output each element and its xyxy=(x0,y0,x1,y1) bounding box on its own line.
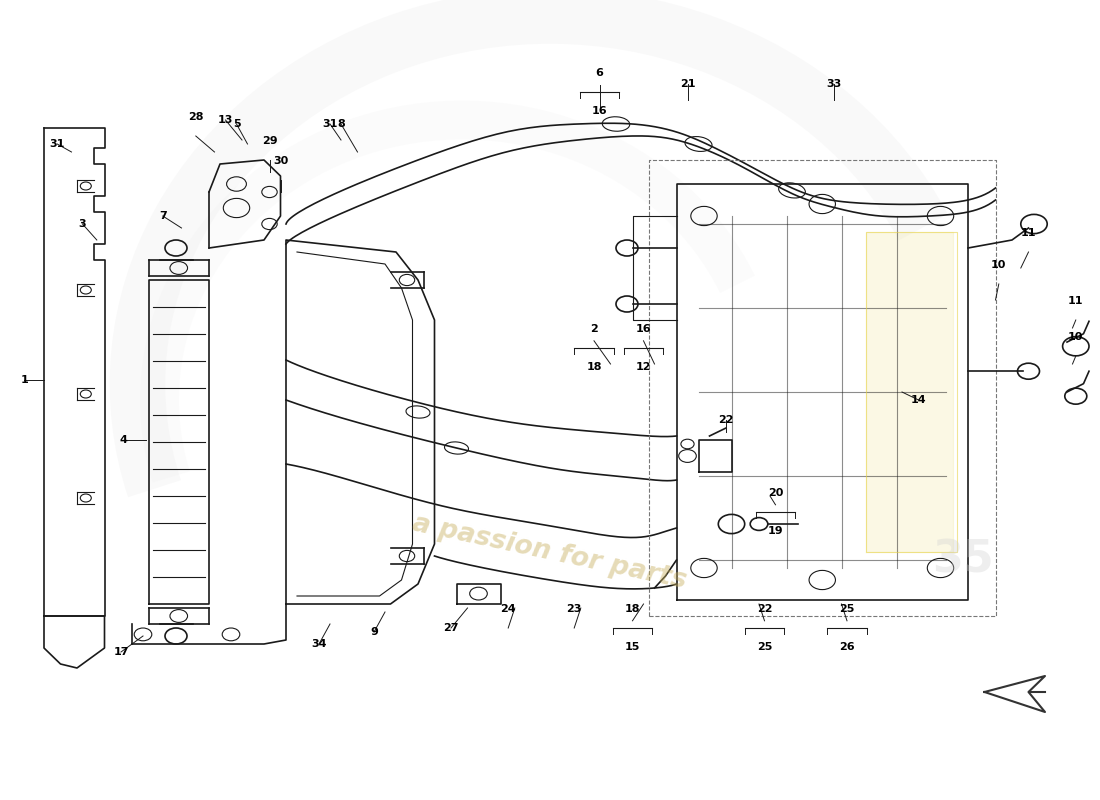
Text: 7: 7 xyxy=(158,211,167,221)
Text: 26: 26 xyxy=(839,642,855,653)
Text: 6: 6 xyxy=(595,68,604,78)
Text: 16: 16 xyxy=(636,323,651,334)
Text: 2: 2 xyxy=(590,323,598,334)
Text: 15: 15 xyxy=(625,642,640,653)
Text: 21: 21 xyxy=(680,79,695,89)
Text: 8: 8 xyxy=(337,119,345,129)
Text: 9: 9 xyxy=(370,627,378,637)
Text: 22: 22 xyxy=(718,415,734,425)
Text: 10: 10 xyxy=(1068,331,1084,342)
Text: 30: 30 xyxy=(273,155,288,166)
Text: a passion for parts: a passion for parts xyxy=(410,510,690,594)
Text: 19: 19 xyxy=(768,526,783,537)
Text: 34: 34 xyxy=(311,639,327,649)
Text: 11: 11 xyxy=(1021,227,1036,238)
Text: 31: 31 xyxy=(50,139,65,149)
Text: 3: 3 xyxy=(79,219,86,229)
Text: 24: 24 xyxy=(500,604,516,614)
Text: 18: 18 xyxy=(586,362,602,373)
Text: 29: 29 xyxy=(262,135,277,146)
Text: 5: 5 xyxy=(233,119,240,129)
Text: 22: 22 xyxy=(757,604,772,614)
Text: 25: 25 xyxy=(757,642,772,653)
Text: 35: 35 xyxy=(932,538,993,582)
Text: 18: 18 xyxy=(625,604,640,614)
Bar xyxy=(866,232,954,552)
Text: 10: 10 xyxy=(991,259,1006,270)
Text: 13: 13 xyxy=(218,115,233,125)
Text: 16: 16 xyxy=(592,106,607,116)
Text: 33: 33 xyxy=(826,79,842,89)
Text: 20: 20 xyxy=(768,488,783,498)
Text: 27: 27 xyxy=(443,623,459,633)
Text: 11: 11 xyxy=(1068,296,1084,306)
Text: 14: 14 xyxy=(911,395,926,405)
Text: 31: 31 xyxy=(322,119,338,129)
Text: 12: 12 xyxy=(636,362,651,373)
Text: 25: 25 xyxy=(839,604,855,614)
Text: 28: 28 xyxy=(188,111,204,122)
Text: 1: 1 xyxy=(20,375,29,385)
Text: 23: 23 xyxy=(566,604,582,614)
Text: 4: 4 xyxy=(119,435,128,445)
Text: 17: 17 xyxy=(113,647,129,657)
